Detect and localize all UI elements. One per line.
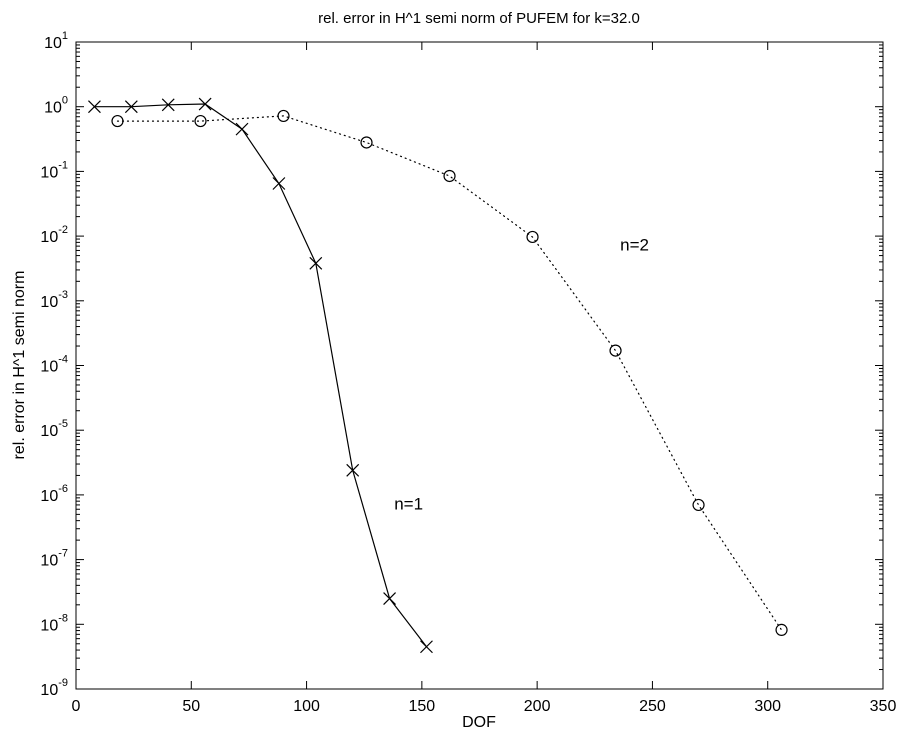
annotation-label: n=1 [394,494,423,513]
y-tick-label: 101 [44,30,68,52]
data-point-x [420,640,433,654]
y-tick-label: 10-2 [40,224,68,246]
data-point-o [360,136,373,149]
data-point-o [526,230,539,244]
y-tick-label: 10-5 [40,418,68,440]
y-tick-label: 10-7 [40,548,68,570]
y-tick-label: 10-4 [40,354,68,376]
x-tick-label: 150 [409,698,436,715]
x-tick-label: 300 [754,698,781,715]
axis-ticks: 0 50 100 150 200 250 300 350 101 100 10-1 10-2 10-3 1… [40,30,896,715]
x-tick-label: 350 [870,698,897,715]
y-axis-label: rel. error in H^1 semi norm [11,271,28,460]
series-line [94,103,427,648]
data-point-o [775,623,788,636]
series-1 [88,97,433,654]
y-tick-label: 100 [44,95,68,117]
x-axis-label: DOF [462,714,496,731]
data-point-x [198,97,212,111]
data-point-x [383,592,397,605]
annotation-label: n=2 [620,235,649,254]
data-point-o [692,498,705,512]
data-point-x [309,256,323,270]
data-point-o [609,344,622,357]
y-tick-label: 10-1 [40,159,68,181]
x-tick-label: 50 [182,698,200,715]
series-2 [111,109,788,636]
y-tick-label: 10-9 [40,677,68,699]
data-point-x [161,98,175,112]
data-point-x [88,100,101,114]
data-point-x [235,122,249,136]
data-point-o [277,109,290,123]
series-layer [88,97,788,654]
series-line [116,115,783,631]
data-point-o [443,169,456,183]
y-tick-label: 10-8 [40,612,68,634]
data-point-x [272,177,286,190]
y-tick-label: 10-6 [40,483,68,505]
data-point-o [194,114,207,128]
x-tick-label: 200 [524,698,551,715]
data-point-o [111,114,124,128]
x-tick-label: 100 [293,698,320,715]
plot-area [75,41,884,690]
x-tick-label: 0 [72,698,81,715]
data-point-x [346,463,360,477]
chart-title: rel. error in H^1 semi norm of PUFEM for… [318,10,640,27]
x-tick-label: 250 [639,698,666,715]
data-point-x [124,100,138,114]
annotations: n=1 n=2 [394,235,649,513]
y-tick-label: 10-3 [40,289,68,311]
